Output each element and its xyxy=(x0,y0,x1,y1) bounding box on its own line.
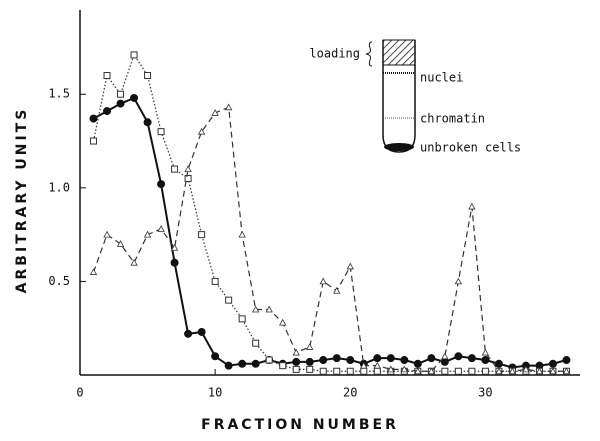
point xyxy=(280,363,286,369)
point xyxy=(293,358,300,365)
x-axis-title: FRACTION NUMBER xyxy=(201,417,399,433)
pellet xyxy=(384,143,414,151)
brace xyxy=(366,42,372,66)
point xyxy=(185,175,191,181)
point xyxy=(199,232,205,238)
point xyxy=(145,73,151,79)
point xyxy=(91,138,97,144)
point xyxy=(117,100,124,107)
x-tick-label: 10 xyxy=(208,386,222,400)
point xyxy=(118,91,124,97)
point xyxy=(104,108,111,115)
point xyxy=(90,115,97,122)
point xyxy=(280,320,286,326)
point xyxy=(414,360,421,367)
point xyxy=(401,357,408,364)
point xyxy=(144,119,151,126)
point xyxy=(185,166,191,172)
point xyxy=(320,357,327,364)
annotation: unbroken cells xyxy=(420,141,521,155)
y-tick-label: 0.5 xyxy=(48,274,70,288)
point xyxy=(226,297,232,303)
point xyxy=(266,357,272,363)
point xyxy=(334,368,340,374)
point xyxy=(198,328,205,335)
point xyxy=(455,368,461,374)
point xyxy=(468,355,475,362)
point xyxy=(158,226,164,232)
point xyxy=(185,330,192,337)
loading-zone xyxy=(383,40,415,65)
point xyxy=(212,353,219,360)
point xyxy=(361,368,367,374)
x-tick-label: 30 xyxy=(478,386,492,400)
point xyxy=(482,350,488,356)
y-axis-title: ARBITRARY UNITS xyxy=(14,107,30,294)
point xyxy=(239,232,245,238)
point xyxy=(347,263,353,269)
point xyxy=(104,232,110,238)
point xyxy=(212,278,218,284)
point xyxy=(104,73,110,79)
point xyxy=(225,362,232,369)
point xyxy=(158,129,164,135)
point xyxy=(307,366,313,372)
point xyxy=(131,52,137,58)
annotation: loading xyxy=(309,47,360,61)
point xyxy=(549,360,556,367)
tube-inset: loading nuclei chromatin unbroken cells xyxy=(309,40,521,155)
annotation: chromatin xyxy=(420,112,485,126)
x-tick-label: 0 xyxy=(76,386,83,400)
point xyxy=(91,269,97,275)
point xyxy=(252,360,259,367)
point xyxy=(442,368,448,374)
point xyxy=(442,353,448,359)
chart: FRACTION NUMBER ARBITRARY UNITS loading … xyxy=(0,0,600,441)
point xyxy=(172,166,178,172)
point xyxy=(347,368,353,374)
point xyxy=(226,104,232,110)
point xyxy=(428,355,435,362)
point xyxy=(239,316,245,322)
point xyxy=(131,260,137,266)
point xyxy=(320,278,326,284)
point xyxy=(320,368,326,374)
point xyxy=(131,94,138,101)
point xyxy=(482,368,488,374)
point xyxy=(469,204,475,210)
series-line xyxy=(94,55,567,371)
point xyxy=(374,368,380,374)
point xyxy=(387,355,394,362)
point xyxy=(307,344,313,350)
x-tick-label: 20 xyxy=(343,386,357,400)
point xyxy=(495,360,502,367)
point xyxy=(374,355,381,362)
point xyxy=(171,259,178,266)
annotation: nuclei xyxy=(420,71,463,85)
point xyxy=(347,357,354,364)
y-tick-label: 1.0 xyxy=(48,180,70,194)
point xyxy=(469,368,475,374)
point xyxy=(293,350,299,356)
point xyxy=(239,360,246,367)
y-tick-label: 1.5 xyxy=(48,87,70,101)
point xyxy=(306,358,313,365)
point xyxy=(334,288,340,294)
point xyxy=(253,340,259,346)
point xyxy=(455,353,462,360)
point xyxy=(293,366,299,372)
point xyxy=(563,357,570,364)
point xyxy=(333,355,340,362)
point xyxy=(482,357,489,364)
point xyxy=(158,181,165,188)
point xyxy=(455,278,461,284)
